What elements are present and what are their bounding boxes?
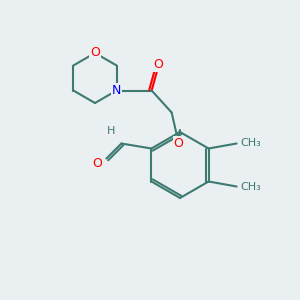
Text: O: O — [92, 157, 102, 170]
Text: CH₃: CH₃ — [240, 139, 261, 148]
Text: CH₃: CH₃ — [240, 182, 261, 191]
Text: O: O — [154, 58, 164, 71]
Text: H: H — [107, 127, 116, 136]
Text: O: O — [90, 46, 100, 59]
Text: O: O — [174, 137, 184, 150]
Text: N: N — [112, 84, 121, 97]
